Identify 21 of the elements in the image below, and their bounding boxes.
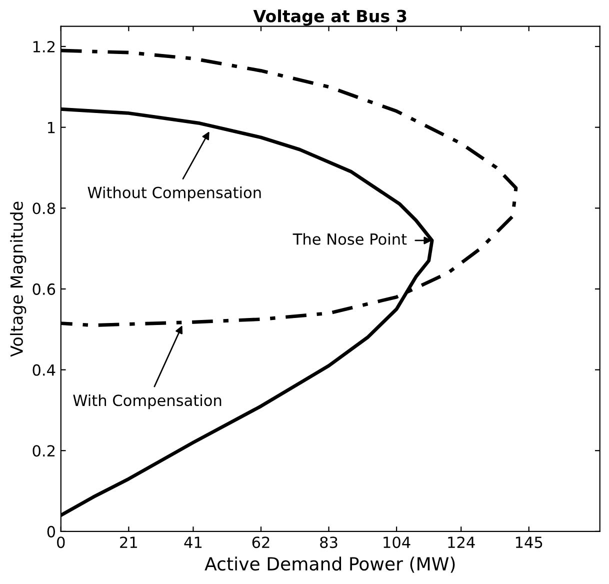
y-tick-label: 1.2 — [33, 40, 55, 52]
y-tick-label: 0.8 — [32, 202, 55, 214]
annotation: The Nose Point — [292, 233, 407, 245]
chart-title: Voltage at Bus 3 — [253, 9, 406, 26]
y-axis-title: Voltage Magnitude — [10, 202, 26, 357]
x-tick-label: 104 — [384, 536, 410, 548]
y-tick-label: 0.6 — [32, 283, 56, 295]
x-tick-label: 124 — [448, 536, 475, 548]
x-tick-label: 83 — [320, 536, 338, 548]
x-tick-label: 21 — [120, 536, 137, 548]
y-tick-label: 0.4 — [32, 364, 56, 376]
x-tick-label: 41 — [184, 536, 202, 548]
y-tick-label: 0 — [47, 526, 56, 538]
annotation: Without Compensation — [88, 186, 261, 202]
x-axis-title: Active Demand Power (MW) — [204, 556, 455, 573]
x-tick-label: 62 — [252, 536, 270, 548]
x-tick-label: 0 — [57, 536, 65, 548]
x-tick-label: 145 — [516, 536, 542, 548]
y-tick-label: 0.2 — [32, 445, 55, 457]
y-tick-label: 1 — [48, 122, 55, 134]
annotation: With Compensation — [73, 394, 222, 410]
